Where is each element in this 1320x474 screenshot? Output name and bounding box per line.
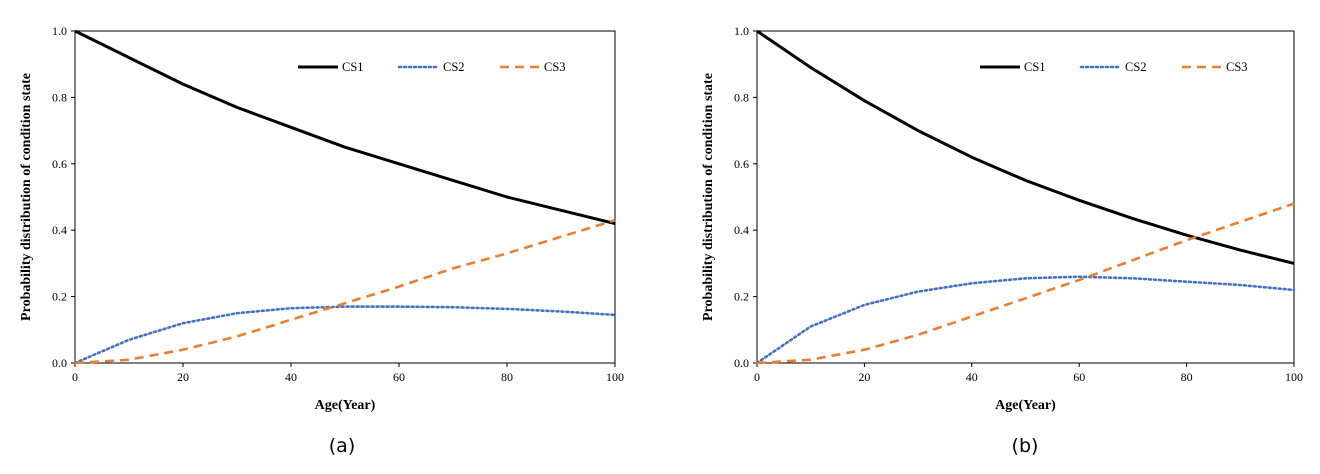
y-tick-label: 1.0 [52, 24, 67, 38]
series-line-cs3 [756, 202, 1295, 365]
series-line-cs1 [756, 29, 1295, 265]
x-tick-label: 80 [1181, 370, 1193, 384]
legend-label-cs3: CS3 [544, 60, 566, 74]
y-tick-label: 0.0 [734, 356, 749, 370]
plot-area [756, 30, 1295, 364]
legend-label-cs1: CS1 [342, 60, 364, 74]
legend-label-cs2: CS2 [1125, 60, 1147, 74]
series-line-cs3 [74, 218, 616, 365]
y-tick-label: 0.8 [52, 90, 67, 104]
x-tick-label: 0 [72, 370, 78, 384]
y-tick-label: 0.4 [734, 223, 749, 237]
series-line-cs1 [74, 29, 616, 226]
y-tick-label: 0.0 [52, 356, 67, 370]
x-axis-title: Age(Year) [995, 398, 1056, 413]
x-axis-title: Age(Year) [315, 398, 376, 413]
x-tick-label: 20 [858, 370, 870, 384]
plot-area [74, 30, 616, 364]
x-tick-label: 100 [606, 370, 624, 384]
x-tick-label: 40 [966, 370, 978, 384]
x-tick-label: 40 [285, 370, 297, 384]
y-tick-label: 0.2 [52, 290, 67, 304]
y-tick-label: 0.6 [734, 157, 749, 171]
legend: CS1 CS2 CS3 [980, 60, 1248, 74]
x-tick-label: 80 [501, 370, 513, 384]
x-tick-label: 20 [177, 370, 189, 384]
series-line-cs2 [755, 275, 1296, 365]
y-tick-label: 0.2 [734, 290, 749, 304]
chart-a: 0 20 40 60 80 100 0.0 0.2 0.4 0.6 0.8 1.0 Age(Year) P… [19, 24, 624, 457]
x-tick-label: 60 [1073, 370, 1085, 384]
x-tick-label: 0 [754, 370, 760, 384]
y-tick-label: 0.4 [52, 223, 67, 237]
x-tick-label: 60 [393, 370, 405, 384]
chart-b: 0 20 40 60 80 100 0.0 0.2 0.4 0.6 0.8 1.0 Age(Year) P… [701, 24, 1303, 457]
legend-label-cs3: CS3 [1226, 60, 1248, 74]
y-tick-label: 0.8 [734, 90, 749, 104]
y-axis-title: Probability distribution of condition st… [19, 73, 34, 321]
legend: CS1 CS2 CS3 [298, 60, 566, 74]
series-line-cs2 [73, 305, 617, 365]
chart-caption: (b) [1012, 435, 1039, 457]
chart-caption: (a) [329, 435, 355, 457]
y-axis-title: Probability distribution of condition st… [701, 73, 716, 321]
x-tick-label: 100 [1285, 370, 1303, 384]
y-tick-label: 0.6 [52, 157, 67, 171]
legend-label-cs2: CS2 [443, 60, 465, 74]
legend-label-cs1: CS1 [1024, 60, 1046, 74]
y-tick-label: 1.0 [734, 24, 749, 38]
